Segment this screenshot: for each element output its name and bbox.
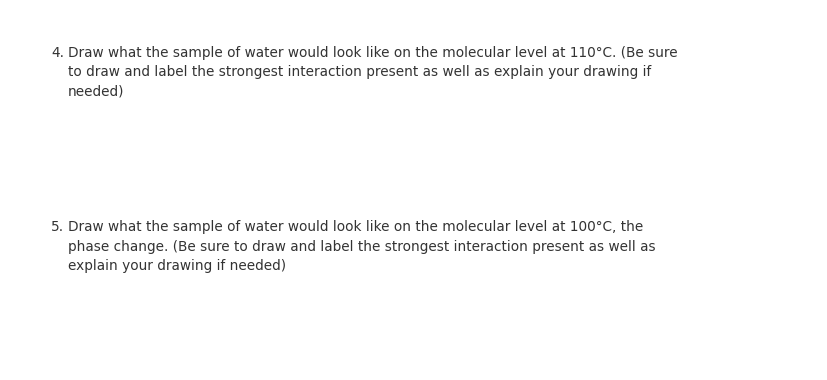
Text: 5.: 5. [51,220,65,234]
Text: Draw what the sample of water would look like on the molecular level at 100°C, t: Draw what the sample of water would look… [68,220,655,273]
Text: Draw what the sample of water would look like on the molecular level at 110°C. (: Draw what the sample of water would look… [68,46,676,98]
Text: 4.: 4. [51,46,65,60]
